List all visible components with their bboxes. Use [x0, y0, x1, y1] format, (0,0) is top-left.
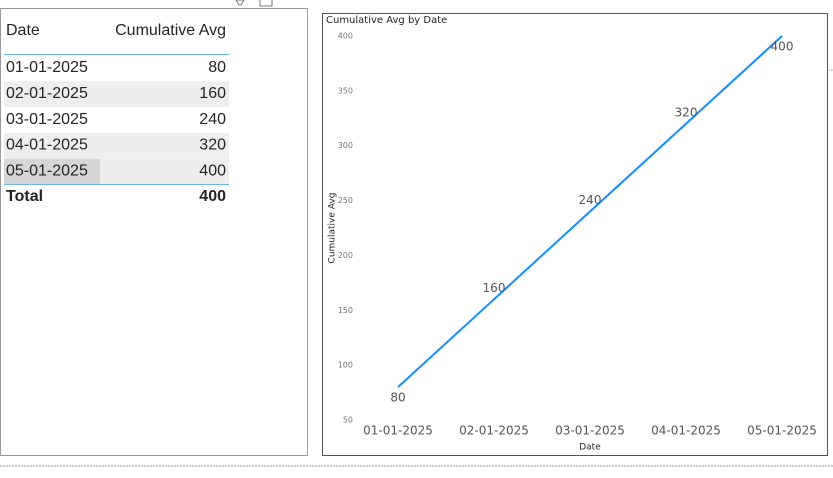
y-tick-label: 200	[338, 251, 353, 260]
selected-cell	[4, 158, 100, 185]
x-tick-label: 02-01-2025	[459, 424, 529, 438]
date-cell[interactable]: 04-01-2025	[6, 137, 88, 154]
x-tick-label: 01-01-2025	[363, 424, 433, 438]
x-tick-label: 03-01-2025	[555, 424, 625, 438]
column-header[interactable]: Date	[6, 22, 40, 39]
total-value: 400	[199, 188, 226, 205]
y-tick-label: 150	[338, 306, 353, 315]
x-axis-title: Date	[579, 443, 601, 453]
chart-title: Cumulative Avg by Date	[326, 15, 447, 26]
y-axis-title: Cumulative Avg	[328, 193, 338, 264]
more-options-icon[interactable]: ···	[287, 0, 298, 7]
y-tick-label: 350	[338, 86, 353, 95]
y-tick-label: 50	[343, 416, 353, 425]
value-cell[interactable]: 400	[199, 162, 226, 179]
line-series	[397, 35, 783, 388]
x-tick-label: 05-01-2025	[747, 424, 817, 438]
y-tick-label: 300	[338, 141, 353, 150]
date-cell[interactable]: 03-01-2025	[6, 111, 88, 128]
date-cell[interactable]: 05-01-2025	[6, 162, 88, 179]
date-cell[interactable]: 02-01-2025	[6, 85, 88, 102]
x-tick-label: 04-01-2025	[651, 424, 721, 438]
focus-icon[interactable]	[259, 0, 273, 7]
chart-visual	[322, 13, 828, 456]
visual-header-icons[interactable]: ···	[235, 0, 298, 7]
data-label: 320	[675, 105, 698, 119]
y-tick-label: 400	[338, 32, 353, 41]
value-cell[interactable]: 80	[208, 59, 226, 76]
value-cell[interactable]: 160	[199, 85, 226, 102]
data-label: 240	[579, 193, 602, 207]
row-band	[4, 81, 229, 108]
filter-icon[interactable]	[235, 0, 245, 6]
y-tick-label: 250	[338, 196, 353, 205]
value-cell[interactable]: 240	[199, 111, 226, 128]
data-label: 400	[771, 40, 794, 54]
row-band	[4, 132, 229, 159]
date-cell[interactable]: 01-01-2025	[6, 59, 88, 76]
y-tick-label: 100	[338, 361, 353, 370]
total-label: Total	[6, 188, 43, 205]
data-label: 160	[483, 281, 506, 295]
column-header[interactable]: Cumulative Avg	[115, 22, 226, 39]
data-label: 80	[390, 391, 405, 405]
value-cell[interactable]: 320	[199, 137, 226, 154]
